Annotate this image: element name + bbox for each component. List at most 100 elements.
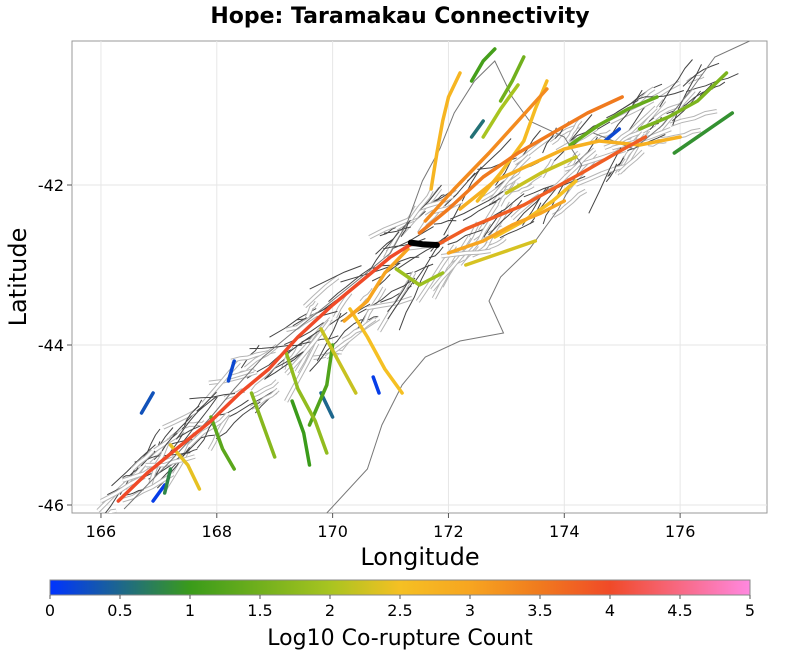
co-rupture-fault bbox=[637, 71, 729, 131]
background-fault-surface bbox=[285, 313, 318, 332]
background-fault-trace bbox=[219, 399, 249, 416]
x-tick-label: 168 bbox=[202, 522, 233, 541]
background-fault-trace bbox=[443, 166, 482, 236]
x-axis-ticks: 166 168 170 172 174 176 bbox=[86, 513, 696, 541]
background-fault-surface bbox=[575, 164, 628, 186]
x-tick-label: 176 bbox=[665, 522, 696, 541]
background-fault-trace bbox=[284, 322, 324, 346]
x-tick-label: 166 bbox=[86, 522, 117, 541]
background-fault-surface bbox=[305, 301, 318, 319]
y-tick-label: -44 bbox=[38, 336, 64, 355]
background-fault-trace bbox=[400, 219, 411, 238]
co-rupture-fault bbox=[371, 375, 381, 395]
co-rupture-fault bbox=[342, 247, 410, 323]
background-fault-surface bbox=[400, 187, 442, 236]
background-fault-trace bbox=[449, 190, 504, 220]
co-rupture-faults bbox=[116, 47, 735, 503]
colorbar-tick-label: 0 bbox=[45, 601, 55, 620]
background-fault-surface bbox=[131, 450, 154, 470]
background-fault-trace bbox=[428, 246, 444, 259]
co-rupture-fault bbox=[417, 95, 624, 235]
background-fault-trace bbox=[383, 226, 411, 234]
background-fault-trace bbox=[122, 467, 139, 479]
co-rupture-fault bbox=[348, 307, 404, 395]
background-fault-trace bbox=[499, 220, 535, 239]
background-fault-trace bbox=[387, 277, 411, 313]
colorbar-tick-label: 3 bbox=[465, 601, 475, 620]
background-fault-trace bbox=[635, 90, 684, 101]
co-rupture-fault bbox=[162, 467, 173, 495]
co-rupture-fault bbox=[672, 111, 735, 155]
colorbar-title: Log10 Co-rupture Count bbox=[267, 626, 533, 651]
background-fault-trace bbox=[265, 351, 304, 380]
co-rupture-fault bbox=[493, 179, 578, 239]
co-rupture-fault bbox=[284, 351, 329, 455]
co-rupture-fault bbox=[498, 55, 526, 103]
x-tick-label: 170 bbox=[317, 522, 348, 541]
co-rupture-fault bbox=[446, 199, 567, 255]
co-rupture-fault bbox=[429, 71, 462, 191]
background-fault-surface bbox=[121, 473, 174, 502]
co-rupture-fault bbox=[458, 135, 682, 211]
background-fault-trace bbox=[659, 59, 693, 108]
background-fault-surface bbox=[108, 509, 117, 513]
background-fault-trace bbox=[610, 89, 643, 137]
coastline-south-island bbox=[123, 60, 583, 513]
background-fault-surface bbox=[618, 150, 644, 174]
source-fault-trace bbox=[407, 239, 440, 248]
background-fault-surface bbox=[552, 189, 587, 217]
colorbar bbox=[49, 579, 751, 596]
co-rupture-fault bbox=[116, 240, 416, 503]
background-fault-trace bbox=[182, 396, 218, 443]
x-tick-label: 174 bbox=[549, 522, 580, 541]
co-rupture-fault bbox=[464, 239, 538, 267]
background-fault-surface bbox=[187, 412, 230, 448]
x-tick-label: 172 bbox=[433, 522, 464, 541]
x-axis-title: Longitude bbox=[360, 543, 479, 571]
background-fault-surface bbox=[441, 249, 491, 258]
background-fault-surface bbox=[342, 317, 376, 342]
background-fault-surface bbox=[208, 413, 230, 451]
co-rupture-fault bbox=[168, 443, 202, 491]
colorbar-tick-label: 0.5 bbox=[107, 601, 132, 620]
background-fault-surface bbox=[285, 342, 319, 403]
background-fault-surface bbox=[488, 155, 531, 203]
background-fault-trace bbox=[309, 265, 362, 290]
background-fault-surface bbox=[333, 291, 352, 319]
background-fault-trace bbox=[183, 399, 203, 428]
co-rupture-fault bbox=[307, 343, 335, 427]
co-rupture-fault bbox=[319, 327, 358, 395]
co-rupture-fault bbox=[469, 119, 485, 139]
co-rupture-fault bbox=[435, 135, 648, 247]
y-axis-ticks: -42 -44 -46 bbox=[38, 176, 72, 515]
background-fault-trace bbox=[161, 432, 178, 452]
co-rupture-fault bbox=[139, 391, 155, 415]
background-fault-trace bbox=[387, 280, 415, 320]
y-tick-label: -46 bbox=[38, 496, 64, 515]
co-rupture-fault bbox=[504, 155, 578, 195]
co-rupture-fault bbox=[209, 415, 236, 471]
background-fault-surface bbox=[410, 189, 433, 220]
y-tick-label: -42 bbox=[38, 176, 64, 195]
co-rupture-fault bbox=[151, 483, 167, 503]
background-fault-trace bbox=[316, 312, 342, 362]
background-fault-surface bbox=[208, 370, 258, 385]
background-fault-trace bbox=[398, 264, 430, 331]
colorbar-tick-label: 4.5 bbox=[667, 601, 692, 620]
y-axis-title: Latitude bbox=[4, 228, 32, 327]
background-fault-trace bbox=[168, 404, 205, 442]
background-fault-surface bbox=[184, 420, 206, 428]
background-fault-trace bbox=[175, 391, 217, 440]
background-fault-trace bbox=[588, 147, 622, 214]
background-fault-surface bbox=[518, 184, 534, 194]
background-fault-trace bbox=[605, 163, 618, 183]
background-fault-trace bbox=[286, 329, 321, 355]
colorbar-tick-label: 1 bbox=[185, 601, 195, 620]
background-fault-surface bbox=[566, 119, 582, 141]
colorbar-ticks: 0 0.5 1 1.5 2 2.5 3 3.5 4 4.5 5 bbox=[45, 595, 755, 620]
co-rupture-fault bbox=[249, 391, 277, 459]
background-fault-trace bbox=[215, 401, 261, 440]
colorbar-tick-label: 5 bbox=[745, 601, 755, 620]
background-fault-surface bbox=[609, 99, 654, 124]
